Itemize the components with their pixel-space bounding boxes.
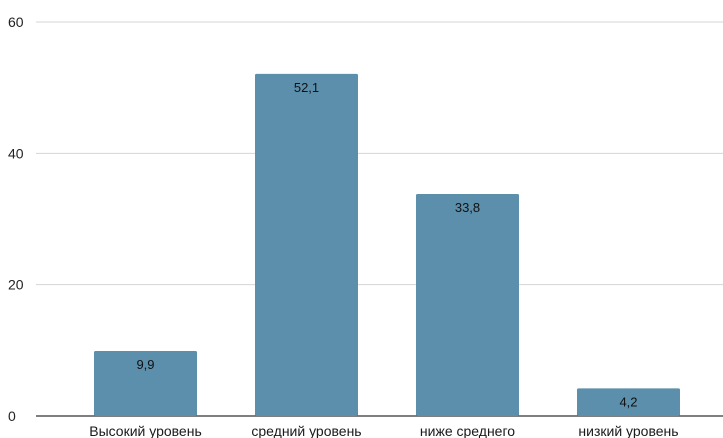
y-tick-label: 60 [8,14,24,30]
category-label: ниже среднего [420,423,515,438]
category-labels: Высокий уровень средний уровень ниже средн… [89,423,678,438]
data-labels: 9,9 52,1 33,8 4,2 [136,80,637,410]
y-axis-ticks: 0 20 40 60 [8,14,24,424]
y-tick-label: 40 [8,145,24,161]
bar [416,194,519,416]
y-tick-label: 20 [8,277,24,293]
data-label: 4,2 [619,394,637,409]
category-label: Высокий уровень [89,423,202,438]
category-label: низкий уровень [578,423,678,438]
category-label: средний уровень [251,423,361,438]
bars [94,73,680,417]
bar [94,350,197,416]
data-label: 33,8 [455,200,480,215]
bar [255,73,358,417]
y-tick-label: 0 [8,408,16,424]
bar [577,388,680,416]
data-label: 9,9 [136,357,154,372]
data-label: 52,1 [294,80,319,95]
